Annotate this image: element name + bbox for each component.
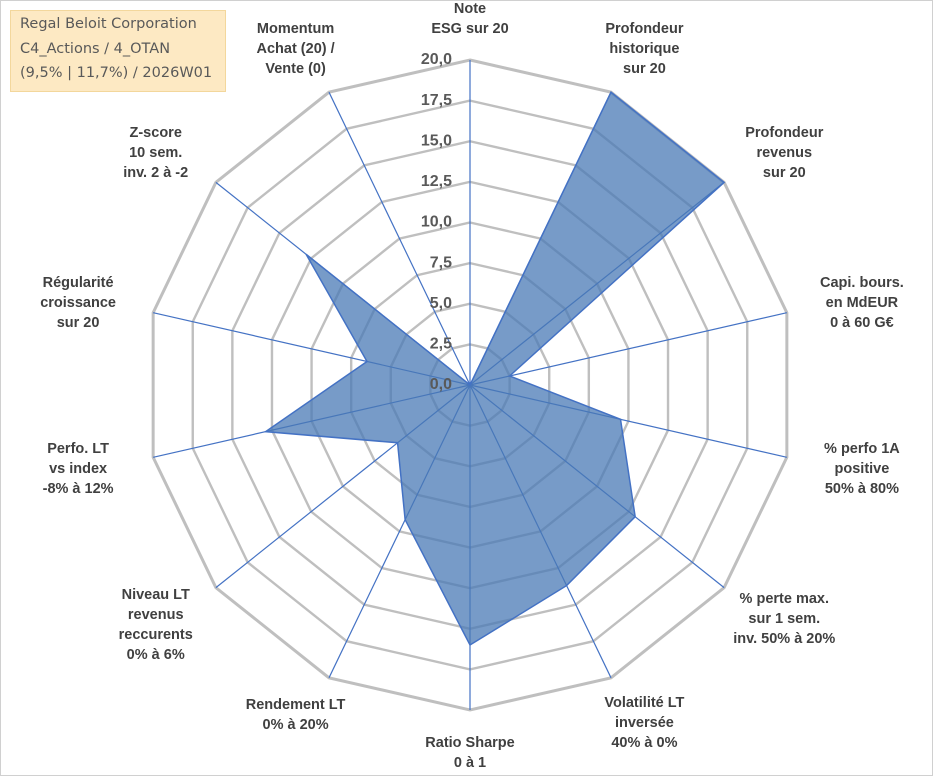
tick-label: 17,5 [421, 92, 452, 109]
axis-label: Profondeur revenus sur 20 [745, 125, 823, 181]
tick-label: 5,0 [430, 295, 452, 312]
tick-label: 12,5 [421, 173, 452, 190]
info-box: Regal Beloit Corporation C4_Actions / 4_… [10, 10, 226, 92]
axis-label: Rendement LT 0% à 20% [246, 697, 346, 733]
info-company: Regal Beloit Corporation [20, 16, 197, 32]
tick-label: 7,5 [430, 254, 452, 271]
axis-label: Niveau LT revenus reccurents 0% à 6% [119, 587, 193, 663]
axis-label: Volatilité LT inversée 40% à 0% [604, 695, 684, 751]
info-category: C4_Actions / 4_OTAN [20, 41, 171, 57]
axis-label: % perfo 1A positive 50% à 80% [824, 441, 900, 497]
tick-label: 0,0 [430, 376, 452, 393]
tick-label: 20,0 [421, 51, 452, 68]
axis-label: Régularité croissance sur 20 [40, 275, 116, 331]
axis-spoke [469, 312, 787, 386]
axis-label: Note ESG sur 20 [431, 1, 508, 37]
axis-label: Capi. bours. en MdEUR 0 à 60 G€ [820, 275, 904, 331]
axis-label: Profondeur historique sur 20 [605, 21, 683, 77]
tick-label: 15,0 [421, 132, 452, 149]
tick-label: 10,0 [421, 214, 452, 231]
axis-label: % perte max. sur 1 sem. inv. 50% à 20% [733, 591, 835, 647]
axis-label: Z-score 10 sem. inv. 2 à -2 [123, 125, 188, 181]
tick-label: 2,5 [430, 336, 452, 353]
info-period: (9,5% | 11,7%) / 2026W01 [20, 65, 213, 81]
axis-label: Ratio Sharpe 0 à 1 [425, 735, 514, 771]
axis-spoke [328, 91, 471, 386]
data-series-area [263, 91, 726, 647]
axis-label: Momentum Achat (20) / Vente (0) [256, 21, 334, 77]
axis-label: Perfo. LT vs index -8% à 12% [43, 441, 114, 497]
